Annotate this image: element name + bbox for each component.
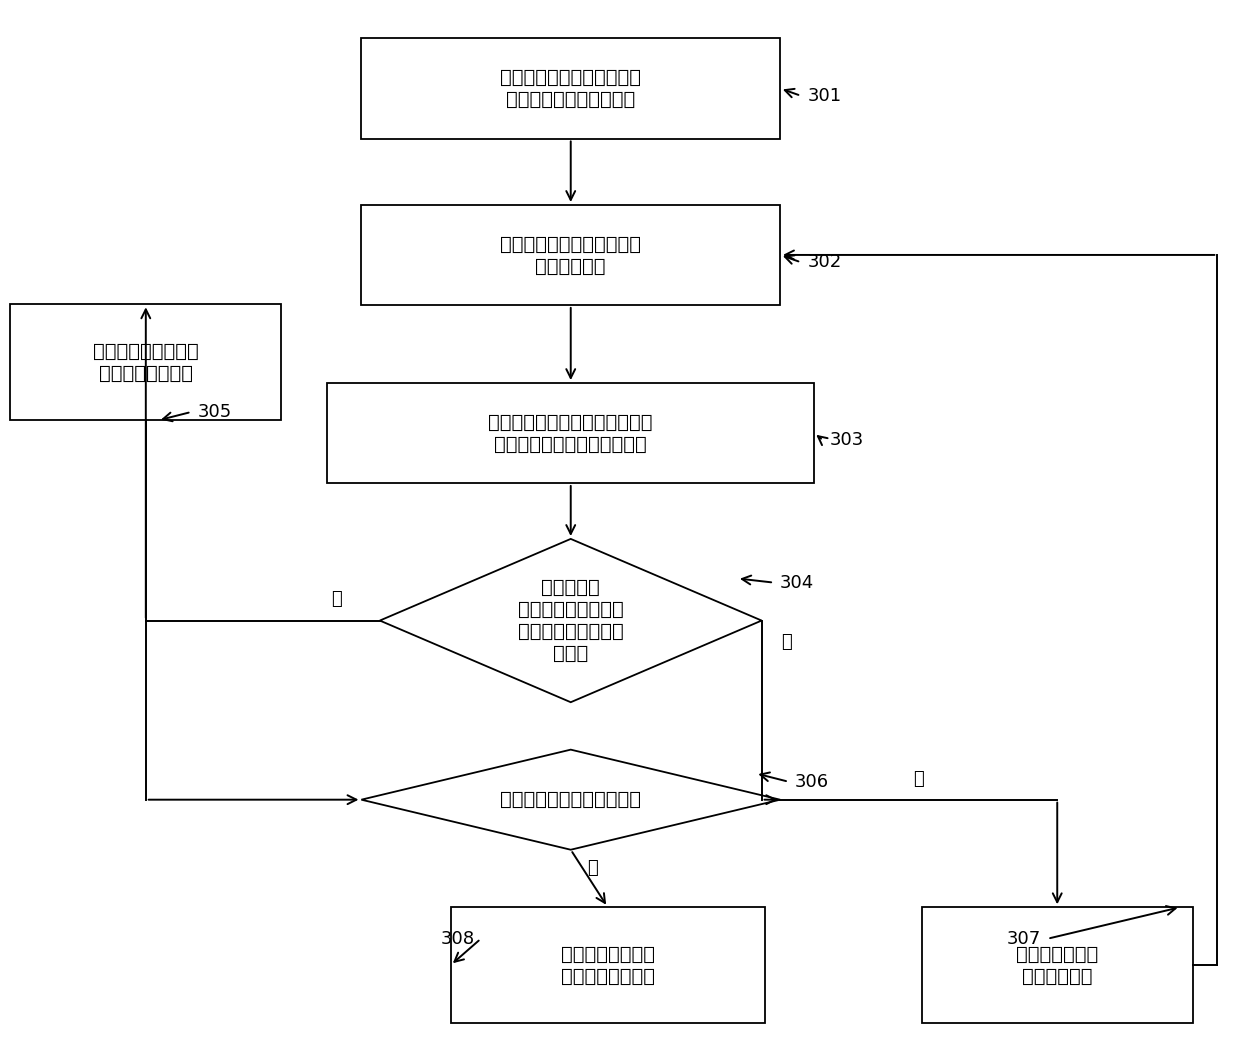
FancyBboxPatch shape <box>327 383 813 483</box>
Text: 保存所述名称信息对
应文件的句柄信息: 保存所述名称信息对 应文件的句柄信息 <box>93 342 198 383</box>
Text: 定位到下一个未
打开的结构体: 定位到下一个未 打开的结构体 <box>1016 944 1099 986</box>
Text: 306: 306 <box>795 773 830 791</box>
Text: 308: 308 <box>440 929 475 947</box>
Text: 否: 否 <box>588 859 598 877</box>
Text: 否: 否 <box>781 633 791 651</box>
Text: 是: 是 <box>914 770 924 788</box>
Text: 302: 302 <box>807 254 842 271</box>
Text: 是否还有没有打开的结构体: 是否还有没有打开的结构体 <box>500 790 641 809</box>
Text: 通知上述进程释放
已保存的句柄信息: 通知上述进程释放 已保存的句柄信息 <box>560 944 655 986</box>
Text: 304: 304 <box>780 573 815 592</box>
FancyBboxPatch shape <box>361 38 780 138</box>
Text: 所获取到的
名称信息与待释放句
柄对应的名称信息是
否相同: 所获取到的 名称信息与待释放句 柄对应的名称信息是 否相同 <box>518 578 624 663</box>
Text: 307: 307 <box>1007 929 1042 947</box>
Polygon shape <box>361 750 780 850</box>
Text: 获取正在运行的所有应用进
程所调用的所有应用文件: 获取正在运行的所有应用进 程所调用的所有应用文件 <box>500 68 641 109</box>
Text: 305: 305 <box>197 402 232 421</box>
FancyBboxPatch shape <box>361 205 780 305</box>
FancyBboxPatch shape <box>450 907 765 1023</box>
FancyBboxPatch shape <box>10 305 281 421</box>
Text: 303: 303 <box>830 431 863 449</box>
Text: 打开上述获取到的应用文件
的一个结构体: 打开上述获取到的应用文件 的一个结构体 <box>500 235 641 275</box>
Text: 301: 301 <box>807 87 841 105</box>
Polygon shape <box>379 538 761 702</box>
FancyBboxPatch shape <box>921 907 1193 1023</box>
Text: 是: 是 <box>331 590 342 609</box>
Text: 获取所述已打开结构体中应用文
件对应的名称信息和句柄信息: 获取所述已打开结构体中应用文 件对应的名称信息和句柄信息 <box>489 412 653 453</box>
